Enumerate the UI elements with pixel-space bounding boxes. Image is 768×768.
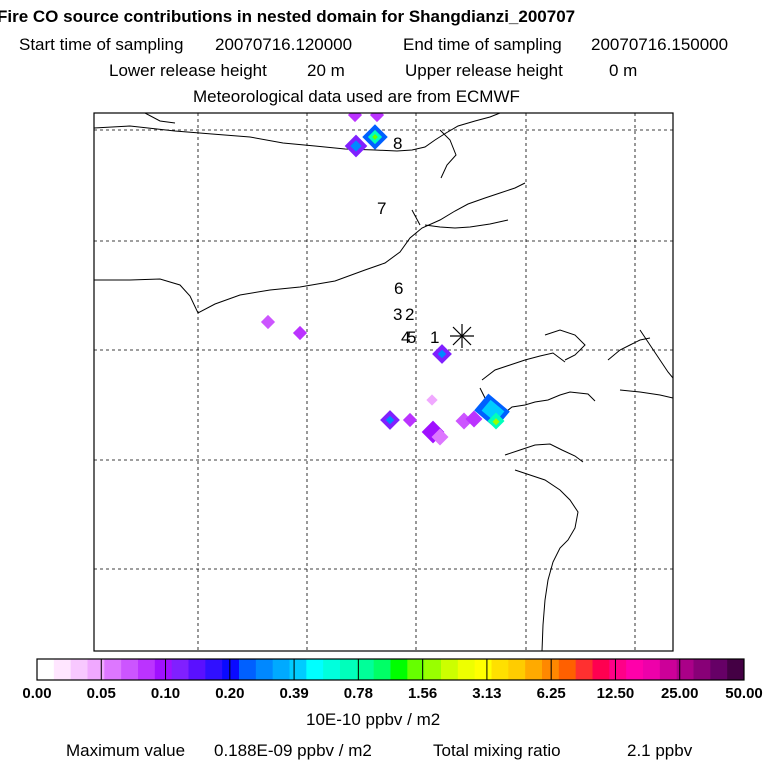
hotspot-top-b bbox=[369, 113, 385, 123]
grid-lines bbox=[94, 113, 673, 651]
coastlines bbox=[94, 113, 673, 651]
colorbar-cell bbox=[727, 659, 745, 680]
traj-label-4: 4 bbox=[401, 328, 410, 347]
colorbar-cell bbox=[255, 659, 274, 680]
colorbar-cell bbox=[138, 659, 156, 680]
total-mixing-label: Total mixing ratio bbox=[433, 741, 561, 760]
colorbar-tick-label: 12.50 bbox=[596, 685, 635, 702]
start-time-label: Start time of sampling bbox=[19, 35, 184, 54]
colorbar-cell bbox=[171, 659, 189, 680]
colorbar-tick-label: 0.05 bbox=[86, 685, 116, 702]
colorbar-tick-label: 25.00 bbox=[660, 685, 699, 702]
end-time-label: End time of sampling bbox=[403, 35, 562, 54]
colorbar-cell bbox=[222, 659, 240, 680]
colorbar-cell bbox=[205, 659, 223, 680]
hotspot-8b-core bbox=[350, 140, 362, 152]
colorbar-cell bbox=[154, 659, 173, 680]
max-value-label: Maximum value bbox=[66, 741, 186, 760]
colorbar-tick-label: 3.13 bbox=[472, 685, 502, 702]
colorbar-tick-label: 6.25 bbox=[536, 685, 566, 702]
colorbar bbox=[36, 658, 745, 681]
traj-label-1: 1 bbox=[430, 328, 439, 347]
colorbar-cell bbox=[356, 659, 375, 680]
traj-label-6: 6 bbox=[394, 279, 403, 298]
traj-label-7: 7 bbox=[377, 199, 386, 218]
colorbar-tick-label: 0.10 bbox=[150, 685, 181, 702]
colorbar-cell bbox=[407, 659, 425, 680]
colorbar-cell bbox=[491, 659, 509, 680]
colorbar-cell bbox=[121, 659, 139, 680]
hotspot-major-inner bbox=[492, 418, 500, 426]
colorbar-cell bbox=[643, 659, 661, 680]
colorbar-cell bbox=[575, 659, 593, 680]
hotspot-west-b bbox=[292, 325, 308, 341]
hotspot-8a-inner bbox=[372, 134, 378, 140]
units-label: 10E-10 ppbv / m2 bbox=[306, 710, 441, 729]
hotspot-south-c bbox=[426, 394, 438, 406]
end-time-value: 20070716.150000 bbox=[591, 35, 729, 54]
receptor-asterisk-icon bbox=[450, 324, 474, 348]
colorbar-cell bbox=[609, 659, 627, 680]
upper-release-value: 0 m bbox=[609, 61, 638, 80]
total-mixing-value: 2.1 ppbv bbox=[627, 741, 693, 760]
colorbar-cell bbox=[592, 659, 610, 680]
colorbar-cell bbox=[53, 659, 72, 680]
hotspot-south-b bbox=[402, 412, 418, 428]
hotspot-south-a-core bbox=[385, 415, 395, 425]
colorbar-tick-label: 0.00 bbox=[22, 685, 52, 702]
colorbar-cell bbox=[104, 659, 122, 680]
colorbar-tick-label: 50.00 bbox=[725, 685, 763, 702]
colorbar-cell bbox=[70, 659, 88, 680]
colorbar-cell bbox=[390, 659, 408, 680]
colorbar-cell bbox=[542, 659, 560, 680]
colorbar-cell bbox=[87, 659, 105, 680]
met-data-text: Meteorological data used are from ECMWF bbox=[193, 87, 520, 106]
colorbar-cell bbox=[659, 659, 678, 680]
colorbar-cell bbox=[424, 659, 442, 680]
colorbar-cell bbox=[626, 659, 644, 680]
hotspot-west-a bbox=[260, 314, 276, 330]
colorbar-cell bbox=[37, 659, 55, 680]
colorbar-cell bbox=[323, 659, 341, 680]
colorbar-cell bbox=[441, 659, 459, 680]
hotspot-center-core bbox=[437, 349, 447, 359]
traj-label-8: 8 bbox=[393, 134, 402, 153]
colorbar-tick-label: 1.56 bbox=[408, 685, 438, 702]
plot-frame bbox=[93, 112, 674, 652]
chart-title: Fire CO source contributions in nested d… bbox=[0, 7, 576, 26]
colorbar-tick-label: 0.20 bbox=[215, 685, 245, 702]
traj-label-3: 3 bbox=[393, 305, 402, 324]
colorbar-cell bbox=[693, 659, 711, 680]
hotspot-south-e bbox=[431, 428, 449, 446]
colorbar-cell bbox=[373, 659, 391, 680]
start-time-value: 20070716.120000 bbox=[215, 35, 353, 54]
colorbar-cell bbox=[239, 659, 257, 680]
colorbar-cell bbox=[188, 659, 206, 680]
hotspot-group bbox=[260, 113, 510, 446]
colorbar-cell bbox=[340, 659, 358, 680]
colorbar-cell bbox=[289, 659, 307, 680]
colorbar-cell bbox=[306, 659, 324, 680]
traj-label-2: 2 bbox=[405, 305, 414, 324]
upper-release-label: Upper release height bbox=[405, 61, 563, 80]
hotspot-top-a bbox=[347, 113, 363, 123]
hotspot-south-g bbox=[465, 410, 483, 428]
colorbar-tick-label: 0.78 bbox=[343, 685, 373, 702]
lower-release-value: 20 m bbox=[307, 61, 345, 80]
colorbar-tick-label: 0.39 bbox=[279, 685, 309, 702]
colorbar-cell bbox=[525, 659, 543, 680]
colorbar-cell bbox=[272, 659, 290, 680]
colorbar-cell bbox=[474, 659, 492, 680]
traj-label-5: 5 bbox=[407, 328, 416, 347]
max-value: 0.188E-09 ppbv / m2 bbox=[214, 741, 372, 760]
colorbar-cell bbox=[457, 659, 476, 680]
colorbar-cell bbox=[676, 659, 694, 680]
colorbar-cell bbox=[558, 659, 577, 680]
colorbar-cell bbox=[710, 659, 728, 680]
colorbar-cell bbox=[508, 659, 526, 680]
lower-release-label: Lower release height bbox=[109, 61, 267, 80]
